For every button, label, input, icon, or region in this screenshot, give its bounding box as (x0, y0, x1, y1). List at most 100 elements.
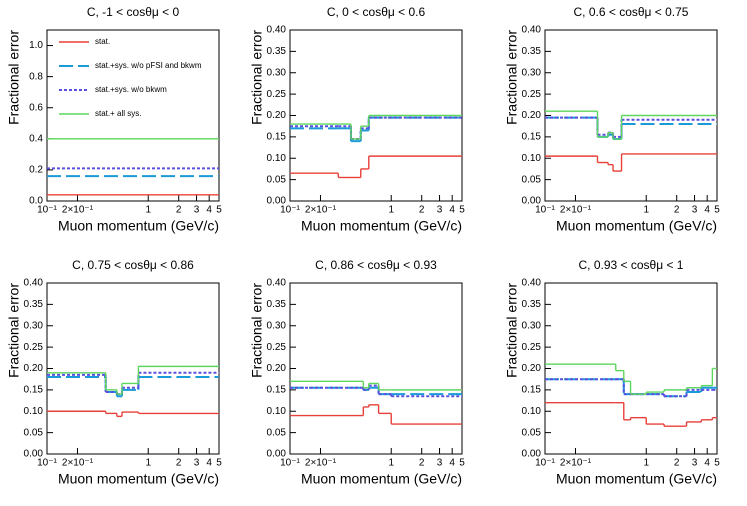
x-axis-label: Muon momentum (GeV/c) (301, 471, 462, 487)
x-tick-label: 5 (459, 458, 465, 469)
x-axis-label: Muon momentum (GeV/c) (301, 218, 462, 234)
x-tick-label: 2×10⁻¹ (62, 458, 94, 469)
y-tick-label: 0.00 (24, 449, 44, 460)
x-tick-label: 2 (674, 205, 680, 216)
x-tick-label: 1 (388, 458, 394, 469)
x-tick-label: 5 (714, 458, 720, 469)
x-tick-label: 3 (437, 458, 443, 469)
y-tick-label: 0.15 (522, 132, 542, 143)
x-tick-label: 4 (449, 458, 455, 469)
y-tick-label: 0.30 (267, 67, 287, 78)
y-tick-label: 0.35 (24, 299, 44, 310)
x-tick-label: 5 (459, 205, 465, 216)
x-tick-label: 1 (145, 458, 151, 469)
x-tick-label: 2 (176, 205, 182, 216)
y-tick-label: 1.0 (29, 40, 43, 51)
x-tick-label: 2 (176, 458, 182, 469)
chart-title: C, 0.6 < cosθμ < 0.75 (574, 5, 689, 19)
x-tick-label: 10⁻¹ (280, 205, 300, 216)
y-tick-label: 0.00 (522, 196, 542, 207)
x-tick-label: 4 (206, 458, 212, 469)
y-tick-label: 0.2 (29, 165, 43, 176)
y-tick-label: 0.15 (24, 385, 44, 396)
x-tick-label: 1 (643, 458, 649, 469)
x-tick-label: 3 (194, 458, 200, 469)
y-axis-label: Fractional error (504, 30, 520, 125)
y-tick-label: 0.10 (267, 406, 287, 417)
x-tick-label: 3 (437, 205, 443, 216)
y-axis-label: Fractional error (504, 283, 520, 378)
y-tick-label: 0.10 (522, 153, 542, 164)
y-tick-label: 0.6 (29, 102, 43, 113)
x-tick-label: 2×10⁻¹ (560, 458, 592, 469)
x-tick-label: 3 (692, 458, 698, 469)
y-tick-label: 0.40 (267, 278, 287, 289)
y-tick-label: 0.05 (267, 174, 287, 185)
legend-label: stat.+sys. w/o bkwm (95, 85, 167, 94)
y-tick-label: 0.35 (522, 299, 542, 310)
y-axis-label: Fractional error (6, 283, 22, 378)
y-tick-label: 0.25 (267, 342, 287, 353)
y-tick-label: 0.4 (29, 133, 43, 144)
y-axis-label: Fractional error (6, 30, 22, 125)
x-axis-label: Muon momentum (GeV/c) (58, 218, 219, 234)
x-tick-label: 4 (704, 458, 710, 469)
x-tick-label: 5 (216, 458, 222, 469)
y-tick-label: 0.30 (522, 320, 542, 331)
y-tick-label: 0.20 (522, 363, 542, 374)
x-tick-label: 2×10⁻¹ (560, 205, 592, 216)
y-tick-label: 0.30 (24, 320, 44, 331)
plot-frame (46, 282, 220, 455)
x-axis-label: Muon momentum (GeV/c) (556, 218, 717, 234)
y-tick-label: 0.15 (522, 385, 542, 396)
y-tick-label: 0.25 (522, 342, 542, 353)
y-tick-label: 0.05 (522, 174, 542, 185)
y-tick-label: 0.20 (267, 363, 287, 374)
y-tick-label: 0.40 (24, 278, 44, 289)
y-tick-label: 0.15 (267, 132, 287, 143)
y-tick-label: 0.20 (522, 110, 542, 121)
y-tick-label: 0.05 (522, 427, 542, 438)
y-tick-label: 0.40 (267, 25, 287, 36)
y-tick-label: 0.10 (24, 406, 44, 417)
y-tick-label: 0.40 (522, 278, 542, 289)
x-axis-label: Muon momentum (GeV/c) (58, 471, 219, 487)
x-tick-label: 2×10⁻¹ (305, 458, 337, 469)
legend-label: stat.+ all sys. (95, 109, 141, 118)
y-tick-label: 0.25 (522, 89, 542, 100)
chart-title: C, 0.86 < cosθμ < 0.93 (315, 258, 437, 272)
chart-title: C, 0.93 < cosθμ < 1 (579, 258, 684, 272)
x-tick-label: 3 (692, 205, 698, 216)
legend-label: stat. (95, 37, 110, 46)
y-tick-label: 0.30 (267, 320, 287, 331)
y-tick-label: 0.00 (267, 196, 287, 207)
y-tick-label: 0.25 (267, 89, 287, 100)
y-tick-label: 0.15 (267, 385, 287, 396)
y-tick-label: 0.35 (522, 46, 542, 57)
x-tick-label: 5 (216, 205, 222, 216)
x-tick-label: 4 (206, 205, 212, 216)
x-tick-label: 1 (388, 205, 394, 216)
y-tick-label: 0.05 (267, 427, 287, 438)
y-tick-label: 0.25 (24, 342, 44, 353)
x-tick-label: 2 (419, 205, 425, 216)
x-axis-label: Muon momentum (GeV/c) (556, 471, 717, 487)
x-tick-label: 1 (145, 205, 151, 216)
x-tick-label: 10⁻¹ (535, 458, 555, 469)
x-tick-label: 10⁻¹ (37, 458, 57, 469)
y-tick-label: 0.20 (267, 110, 287, 121)
y-tick-label: 0.20 (24, 363, 44, 374)
y-tick-label: 0.8 (29, 71, 43, 82)
x-tick-label: 10⁻¹ (535, 205, 555, 216)
y-tick-label: 0.10 (267, 153, 287, 164)
y-tick-label: 0.40 (522, 25, 542, 36)
x-tick-label: 4 (449, 205, 455, 216)
chart-title: C, -1 < cosθμ < 0 (87, 5, 180, 19)
x-tick-label: 5 (714, 205, 720, 216)
x-tick-label: 2 (674, 458, 680, 469)
y-tick-label: 0.00 (522, 449, 542, 460)
plot-frame (544, 282, 718, 455)
y-axis-label: Fractional error (249, 283, 265, 378)
plot-frame (289, 282, 463, 455)
